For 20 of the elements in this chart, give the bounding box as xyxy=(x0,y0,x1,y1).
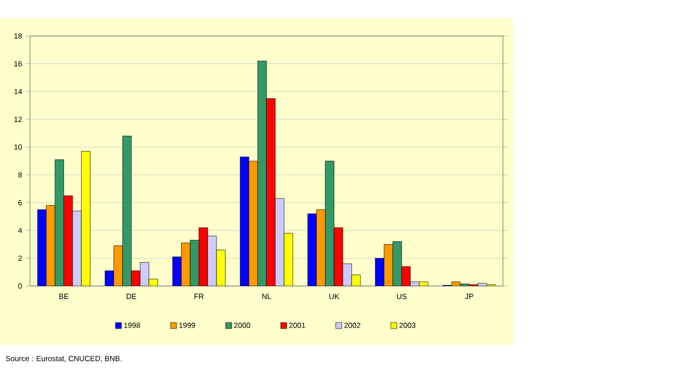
bar xyxy=(308,214,317,286)
bar xyxy=(72,210,82,286)
bar xyxy=(114,246,123,286)
bar xyxy=(198,227,208,286)
bar xyxy=(216,250,226,286)
bar xyxy=(342,264,352,286)
bar xyxy=(37,209,46,286)
bar xyxy=(284,233,294,286)
bar xyxy=(275,198,284,286)
bar xyxy=(334,227,344,286)
bar xyxy=(240,156,249,286)
bar xyxy=(81,151,90,286)
bar xyxy=(181,242,190,286)
bar xyxy=(64,196,73,286)
bar xyxy=(384,244,394,286)
bar xyxy=(266,98,276,286)
bar xyxy=(131,270,140,286)
bar xyxy=(46,205,56,286)
bar xyxy=(316,209,326,286)
bar xyxy=(248,160,258,286)
